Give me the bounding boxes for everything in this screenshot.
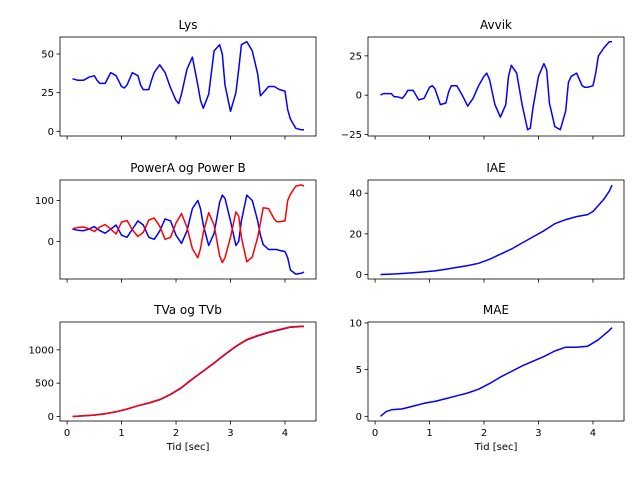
series-line-2: [72, 184, 305, 264]
x-tick-label: 3: [227, 428, 233, 439]
x-tick-label: 2: [173, 428, 179, 439]
x-tick-label: 1: [118, 428, 124, 439]
series-line-1: [72, 325, 304, 418]
y-tick-label: 0: [356, 412, 362, 423]
y-tick-label: −25: [341, 130, 362, 141]
axes-frame: [367, 36, 625, 137]
series-line-1: [72, 40, 304, 131]
series-line-1: [380, 327, 613, 417]
y-tick-label: 100: [35, 196, 54, 207]
y-tick-label: 0: [48, 127, 54, 138]
subplot-5: TVa og TVb 0 1 2 3 4 0 500 1000 Tid [sec]: [29, 303, 317, 453]
x-tick-label: 4: [282, 428, 288, 439]
subplot-title: TVa og TVb: [153, 303, 222, 317]
x-tick-label: 0: [64, 428, 70, 439]
subplot-2: Avvik −25 0 25: [341, 18, 625, 141]
series-line-2: [72, 325, 304, 418]
x-tick-label: 4: [590, 428, 596, 439]
series-line-1: [72, 194, 305, 275]
x-axis-label: Tid [sec]: [166, 442, 210, 453]
subplot-title: Avvik: [480, 18, 512, 32]
x-tick-label: 1: [426, 428, 432, 439]
x-tick-label: 3: [535, 428, 541, 439]
x-tick-label: 2: [481, 428, 487, 439]
subplot-3: PowerA og Power B 0 100: [35, 161, 317, 283]
subplot-title: PowerA og Power B: [130, 161, 245, 175]
x-tick-label: 0: [372, 428, 378, 439]
subplot-title: IAE: [486, 161, 505, 175]
subplot-6: MAE 0 1 2 3 4 0 5 10 Tid [sec]: [349, 303, 625, 453]
y-tick-label: 50: [41, 50, 54, 61]
subplot-title: MAE: [483, 303, 509, 317]
y-tick-label: 20: [349, 229, 362, 240]
series-line-1: [380, 184, 613, 276]
axes-frame: [59, 321, 317, 422]
y-tick-label: 1000: [29, 345, 54, 356]
axes-frame: [59, 179, 317, 280]
y-tick-label: 0: [48, 412, 54, 423]
subplot-title: Lys: [179, 18, 198, 32]
y-tick-label: 5: [356, 365, 362, 376]
y-tick-label: 25: [349, 51, 362, 62]
series-line-1: [380, 40, 612, 131]
y-tick-label: 500: [35, 379, 54, 390]
y-tick-label: 0: [356, 91, 362, 102]
y-tick-label: 0: [48, 237, 54, 248]
y-tick-label: 25: [41, 88, 54, 99]
x-axis-label: Tid [sec]: [474, 442, 518, 453]
axes-frame: [367, 321, 625, 422]
y-tick-label: 40: [349, 189, 362, 200]
subplot-4: IAE 0 20 40: [349, 161, 625, 283]
y-tick-label: 0: [356, 270, 362, 281]
axes-frame: [59, 36, 317, 137]
subplot-1: Lys 0 25 50: [41, 18, 317, 140]
y-tick-label: 10: [349, 318, 362, 329]
axes-frame: [367, 179, 625, 280]
